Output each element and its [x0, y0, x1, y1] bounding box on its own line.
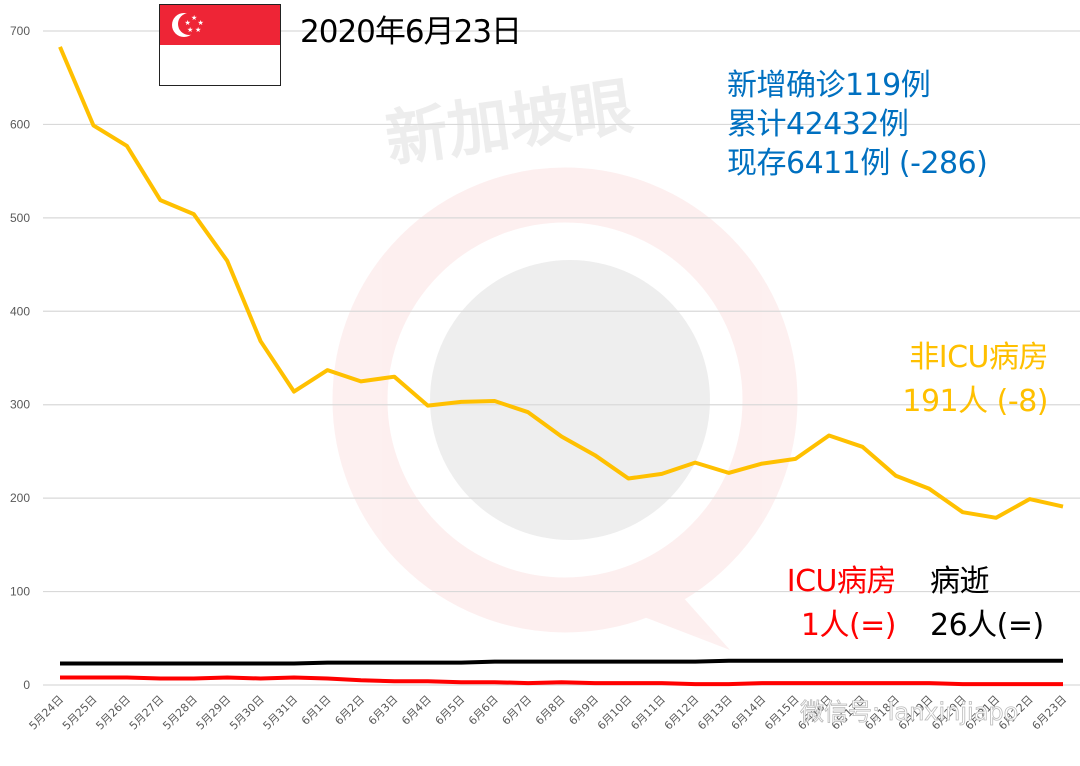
y-tick-label: 200 [10, 491, 30, 505]
death-series-line [60, 658, 1063, 666]
svg-text:★: ★ [198, 19, 204, 27]
y-tick-label: 100 [10, 585, 30, 599]
svg-text:★: ★ [195, 26, 201, 34]
non-icu-title: 非ICU病房 [909, 340, 1048, 375]
x-tick-label: 6月8日 [533, 693, 568, 728]
x-tick-label: 6月5日 [433, 693, 468, 728]
y-tick-label: 0 [23, 678, 30, 692]
x-tick-label: 6月10日 [595, 693, 635, 733]
svg-text:★: ★ [191, 14, 197, 22]
total-cases-text: 累计42432例 [727, 107, 909, 142]
x-tick-label: 6月15日 [762, 693, 802, 733]
x-tick-label: 6月6日 [466, 693, 501, 728]
x-tick-label: 6月3日 [366, 693, 401, 728]
x-tick-label: 6月2日 [332, 693, 367, 728]
death-title: 病逝 [930, 564, 989, 599]
non-icu-value: 191人 (-8) [902, 384, 1048, 419]
y-tick-label: 300 [10, 398, 30, 412]
y-axis-ticks: 0 100 200 300 400 500 600 700 [10, 24, 30, 692]
active-cases-text: 现存6411例 (-286) [727, 146, 988, 181]
x-tick-label: 5月25日 [60, 693, 100, 733]
icu-annotation: ICU病房 1人(=) [766, 560, 897, 648]
y-tick-label: 400 [10, 304, 30, 318]
x-tick-label: 6月4日 [399, 693, 434, 728]
y-tick-label: 500 [10, 211, 30, 225]
stats-block: 新增确诊119例 累计42432例 现存6411例 (-286) [727, 66, 988, 183]
x-tick-label: 6月7日 [500, 693, 535, 728]
death-value: 26人(=) [930, 608, 1044, 643]
icu-value: 1人(=) [800, 608, 897, 643]
non-icu-annotation: 非ICU病房 191人 (-8) [902, 336, 1048, 424]
icu-title: ICU病房 [786, 564, 897, 599]
y-tick-label: 600 [10, 117, 30, 131]
x-tick-label: 6月1日 [299, 693, 334, 728]
svg-text:★: ★ [185, 19, 191, 27]
y-tick-label: 700 [10, 24, 30, 38]
x-tick-label: 5月30日 [227, 693, 267, 733]
non-icu-series-line [58, 46, 1064, 520]
watermark-wechat: 微信号: lanxinjiapo [800, 698, 1018, 726]
x-tick-label: 5月26日 [93, 693, 133, 733]
x-tick-label: 6月11日 [628, 693, 668, 733]
x-tick-label: 5月28日 [160, 693, 200, 733]
icu-series-line [60, 675, 1063, 687]
x-tick-label: 5月29日 [194, 693, 234, 733]
svg-text:★: ★ [187, 26, 193, 34]
x-tick-label: 6月23日 [1030, 693, 1070, 733]
watermark-logo: 新加坡眼 [332, 69, 798, 650]
watermark-brand: 新加坡眼 [381, 69, 637, 176]
x-tick-label: 6月13日 [695, 693, 735, 733]
x-tick-label: 5月31日 [261, 693, 301, 733]
new-cases-text: 新增确诊119例 [727, 68, 931, 103]
x-tick-label: 6月12日 [662, 693, 702, 733]
death-annotation: 病逝 26人(=) [930, 560, 1044, 648]
crescent-stars-icon: ★★ ★ ★ ★ [172, 13, 204, 37]
x-tick-label: 5月27日 [127, 693, 167, 733]
gridlines [43, 30, 1080, 686]
singapore-flag-icon: ★ ★ ★ ★ ★ [159, 4, 281, 86]
x-tick-label: 5月24日 [27, 693, 67, 733]
flag-red-band: ★ ★ ★ ★ ★ [160, 5, 280, 45]
x-tick-label: 6月14日 [729, 693, 769, 733]
chart-title-date: 2020年6月23日 [300, 14, 522, 50]
